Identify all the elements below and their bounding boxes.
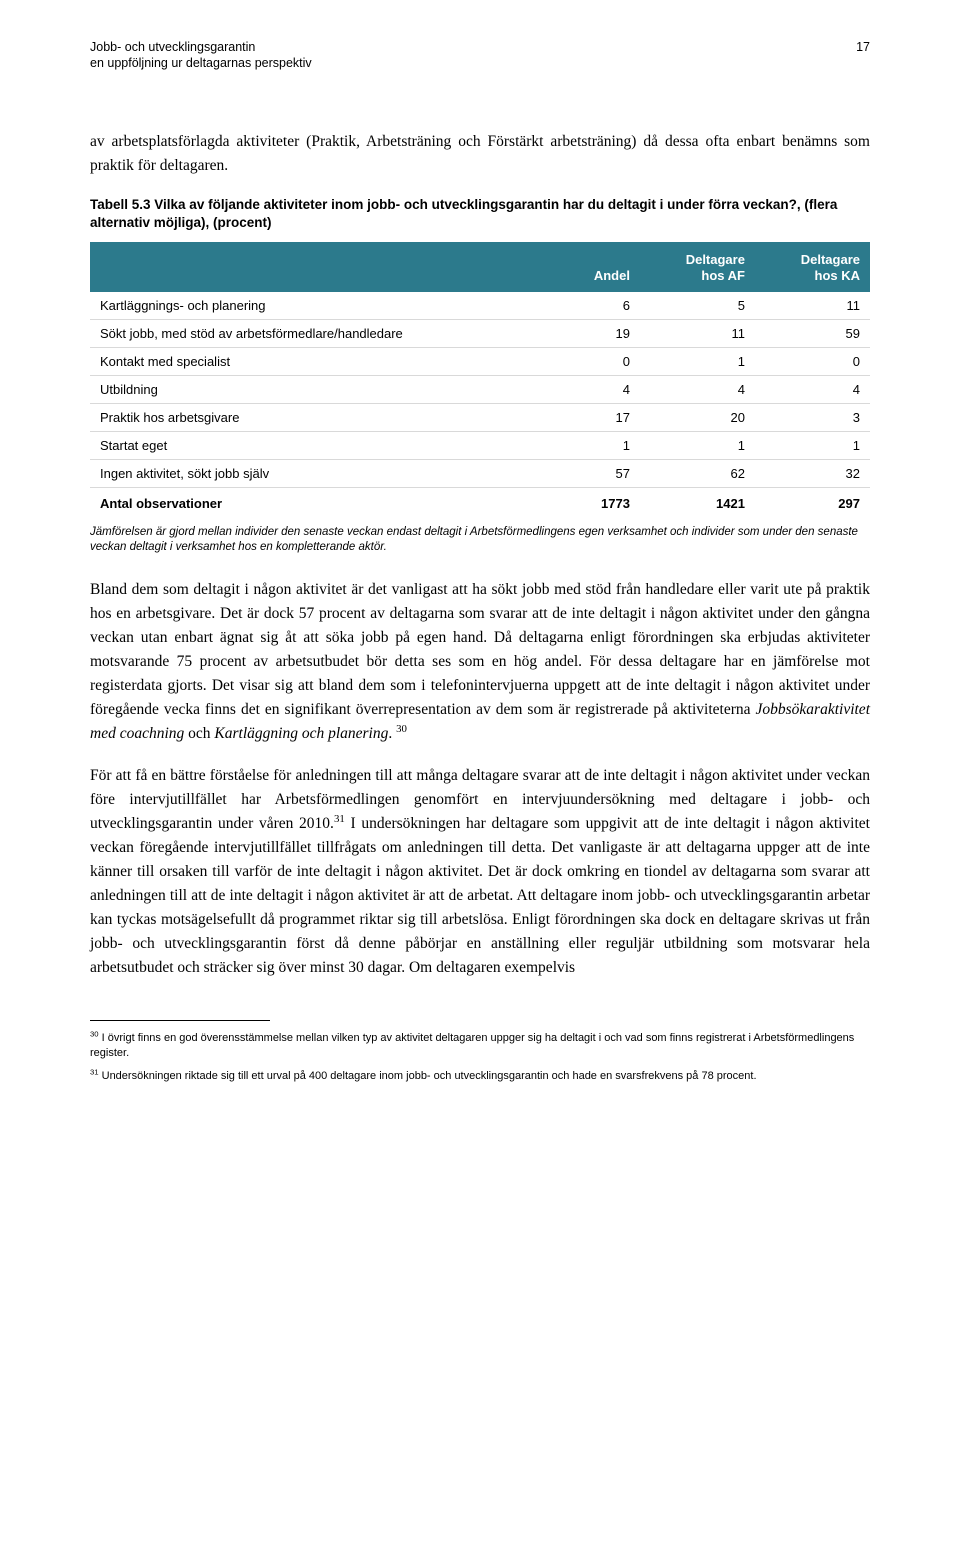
col-header-ka: Deltagarehos KA: [755, 242, 870, 291]
table-row: Kartläggnings- och planering 6 5 11: [90, 292, 870, 320]
paragraph-2: Bland dem som deltagit i någon aktivitet…: [90, 578, 870, 746]
page-header: Jobb- och utvecklingsgarantin 17 en uppf…: [90, 40, 870, 70]
header-subtitle: en uppföljning ur deltagarnas perspektiv: [90, 56, 870, 70]
header-title: Jobb- och utvecklingsgarantin: [90, 40, 255, 54]
footnote-30: 30 I övrigt finns en god överensstämmels…: [90, 1031, 870, 1061]
col-header-blank: [90, 242, 558, 291]
footnote-31: 31 Undersökningen riktade sig till ett u…: [90, 1069, 870, 1084]
table-row: Utbildning 4 4 4: [90, 375, 870, 403]
paragraph-3: För att få en bättre förståelse för anle…: [90, 764, 870, 980]
table-row: Praktik hos arbetsgivare 17 20 3: [90, 403, 870, 431]
intro-paragraph: av arbetsplatsförlagda aktiviteter (Prak…: [90, 130, 870, 178]
col-header-af: Deltagarehos AF: [640, 242, 755, 291]
table-row: Ingen aktivitet, sökt jobb själv 57 62 3…: [90, 459, 870, 487]
page-number: 17: [856, 40, 870, 54]
footnote-ref-31: 31: [334, 813, 345, 825]
table-row: Startat eget 1 1 1: [90, 431, 870, 459]
activities-table: Andel Deltagarehos AF Deltagarehos KA Ka…: [90, 242, 870, 518]
table-row: Sökt jobb, med stöd av arbetsförmedlare/…: [90, 319, 870, 347]
table-body: Kartläggnings- och planering 6 5 11 Sökt…: [90, 292, 870, 519]
footnote-separator: [90, 1020, 270, 1021]
table-caption: Tabell 5.3 Vilka av följande aktiviteter…: [90, 196, 870, 232]
table-note: Jämförelsen är gjord mellan individer de…: [90, 525, 870, 556]
table-row: Kontakt med specialist 0 1 0: [90, 347, 870, 375]
footnote-ref-30: 30: [396, 723, 407, 735]
table-total-row: Antal observationer 1773 1421 297: [90, 487, 870, 519]
col-header-andel: Andel: [558, 242, 639, 291]
